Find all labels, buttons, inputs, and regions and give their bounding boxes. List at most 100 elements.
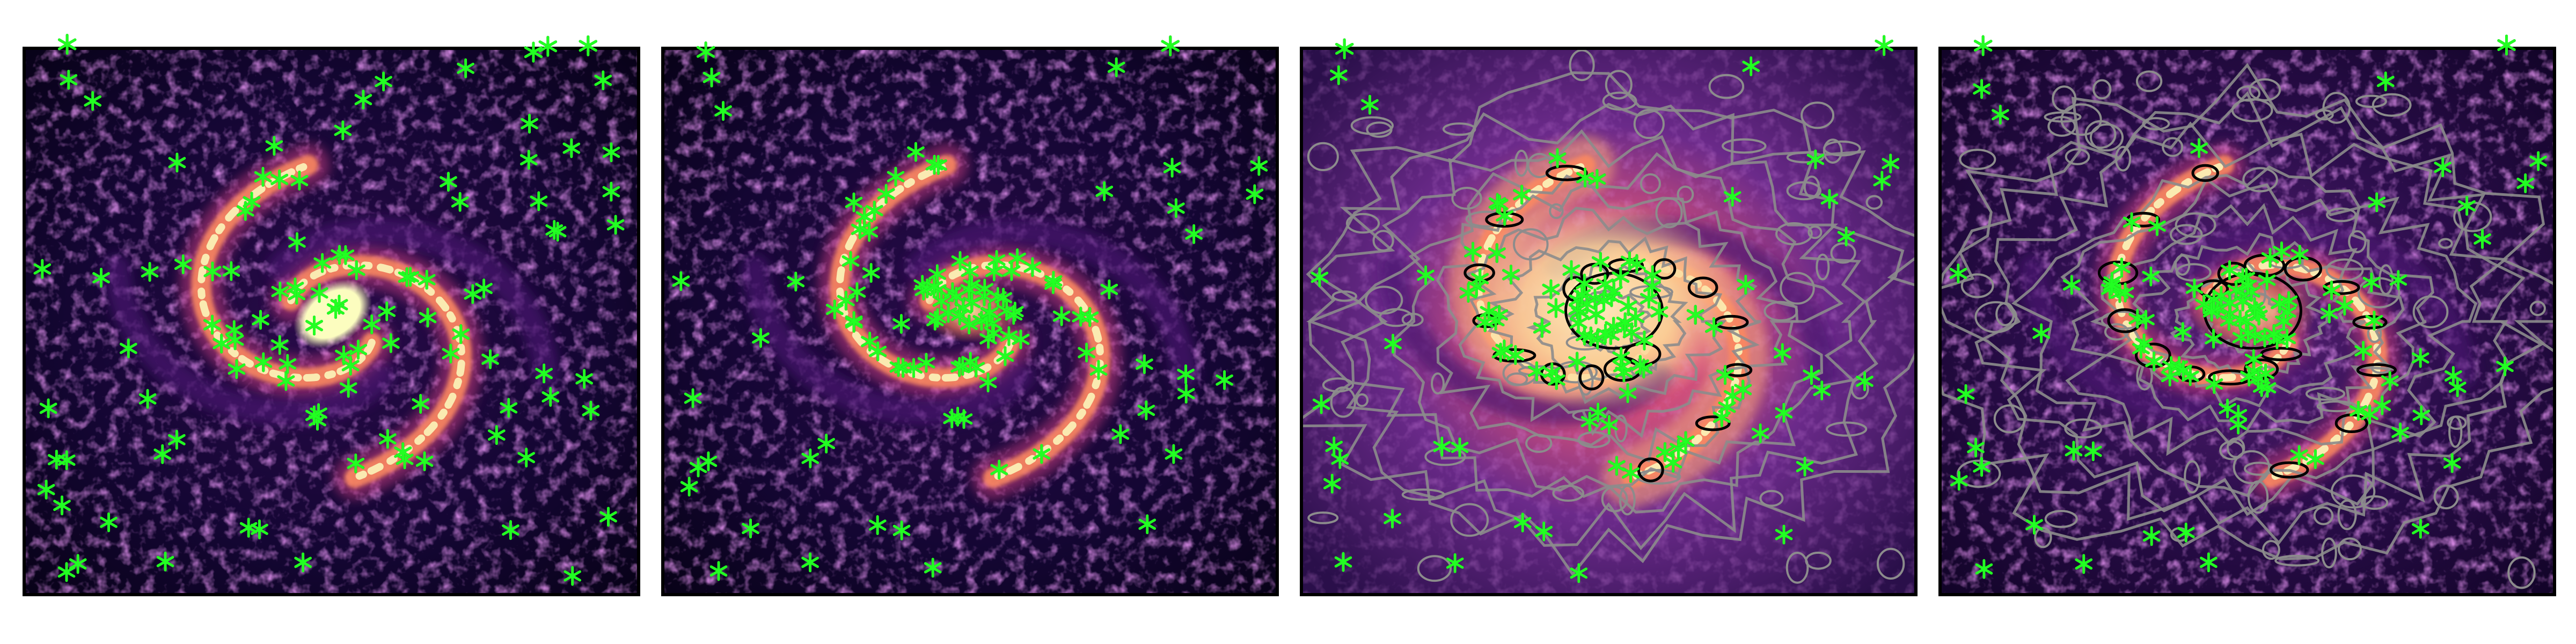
marker-asterisk [860, 222, 879, 242]
marker-asterisk [37, 479, 55, 500]
marker-asterisk [892, 520, 911, 540]
marker-asterisk [2496, 356, 2514, 377]
marker-asterisk [1334, 552, 1352, 572]
marker-asterisk [354, 90, 372, 110]
marker-asterisk [1384, 508, 1401, 529]
marker-asterisk [500, 398, 518, 418]
marker-asterisk [1640, 288, 1658, 309]
marker-asterisk [1612, 347, 1630, 367]
marker-asterisk [1737, 275, 1755, 295]
marker-asterisk [1975, 559, 1993, 579]
marker-asterisk [203, 314, 221, 335]
marker-asterisk [2368, 192, 2386, 213]
marker-asterisk [1973, 79, 1990, 99]
marker-asterisk [2365, 310, 2383, 331]
marker-asterisk [1631, 355, 1649, 375]
marker-asterisk [1089, 360, 1108, 380]
marker-asterisk [2227, 280, 2245, 301]
marker-asterisk [1734, 379, 1752, 400]
marker-asterisk [1044, 270, 1063, 291]
marker-asterisk [1491, 342, 1510, 363]
marker-asterisk [1311, 267, 1329, 288]
marker-asterisk [1005, 305, 1023, 325]
marker-asterisk [153, 444, 172, 464]
marker-asterisk [545, 219, 564, 240]
edge-markers [57, 34, 598, 63]
marker-asterisk [290, 170, 309, 191]
marker-asterisk [869, 341, 887, 362]
marker-asterisk [341, 355, 360, 376]
marker-asterisk [1619, 296, 1637, 317]
marker-asterisk [519, 150, 538, 170]
marker-asterisk [2307, 449, 2324, 470]
marker-asterisk [961, 261, 979, 282]
panel-2-image [661, 35, 1279, 596]
edge-markers [696, 35, 1180, 63]
marker-asterisk [336, 245, 355, 265]
marker-asterisk [562, 138, 581, 158]
marker-asterisk [271, 281, 289, 302]
marker-asterisk [2443, 453, 2461, 473]
marker-asterisk [925, 276, 943, 297]
marker-asterisk [2142, 526, 2161, 546]
marker-asterisk [2361, 404, 2379, 425]
marker-asterisk [349, 339, 367, 360]
marker-asterisk [2113, 258, 2131, 278]
marker-asterisk [310, 283, 328, 303]
marker-asterisk [1775, 524, 1793, 545]
marker-asterisk [2516, 173, 2535, 194]
marker-asterisk [1250, 156, 1268, 176]
marker-asterisk [1023, 257, 1042, 277]
marker-asterisk [2389, 270, 2407, 290]
marker-asterisk [347, 453, 365, 473]
marker-asterisk [2240, 367, 2258, 387]
marker-asterisk [2212, 286, 2230, 306]
marker-asterisk [2065, 441, 2083, 461]
marker-asterisk [378, 301, 396, 321]
marker-asterisk [1582, 326, 1600, 347]
marker-asterisk [2219, 398, 2236, 419]
marker-asterisk [699, 451, 718, 472]
marker-asterisk [1643, 276, 1661, 297]
edge-markers [1973, 34, 2516, 56]
marker-asterisk [960, 314, 978, 335]
marker-asterisk [1570, 563, 1588, 583]
marker-asterisk [334, 120, 352, 141]
marker-asterisk [928, 308, 947, 328]
marker-asterisk [2473, 229, 2491, 249]
marker-asterisk [907, 142, 925, 162]
marker-asterisk [841, 251, 860, 271]
marker-asterisk [1107, 57, 1125, 77]
marker-asterisk [2381, 371, 2399, 391]
marker-asterisk [752, 328, 770, 348]
marker-asterisk [950, 305, 969, 326]
marker-asterisk [1476, 312, 1494, 332]
marker-asterisk [980, 302, 999, 323]
marker-asterisk [564, 566, 582, 586]
marker-asterisk [877, 184, 895, 204]
marker-asterisk [1111, 424, 1130, 444]
marker-asterisk [1803, 365, 1820, 385]
marker-asterisk [1621, 251, 1638, 272]
marker-asterisk [579, 35, 598, 56]
marker-asterisk [305, 316, 323, 336]
marker-asterisk [817, 434, 836, 454]
marker-asterisk [2336, 296, 2354, 316]
panel-1-image [23, 34, 640, 596]
marker-asterisk [1167, 198, 1185, 218]
marker-asterisk [987, 250, 1006, 270]
marker-asterisk [1837, 226, 1855, 247]
marker-asterisk [2221, 260, 2238, 281]
marker-asterisk [418, 269, 436, 290]
marker-asterisk [2529, 151, 2548, 171]
marker-asterisk [2137, 310, 2155, 330]
marker-asterisk [1949, 263, 1967, 283]
marker-asterisk [1991, 105, 2009, 125]
marker-asterisk [2290, 445, 2308, 465]
marker-asterisk [1513, 513, 1532, 533]
marker-asterisk [862, 262, 880, 283]
marker-asterisk [1742, 56, 1760, 77]
marker-asterisk [1542, 279, 1560, 299]
marker-asterisk [2275, 311, 2293, 331]
marker-asterisk [1569, 313, 1587, 333]
